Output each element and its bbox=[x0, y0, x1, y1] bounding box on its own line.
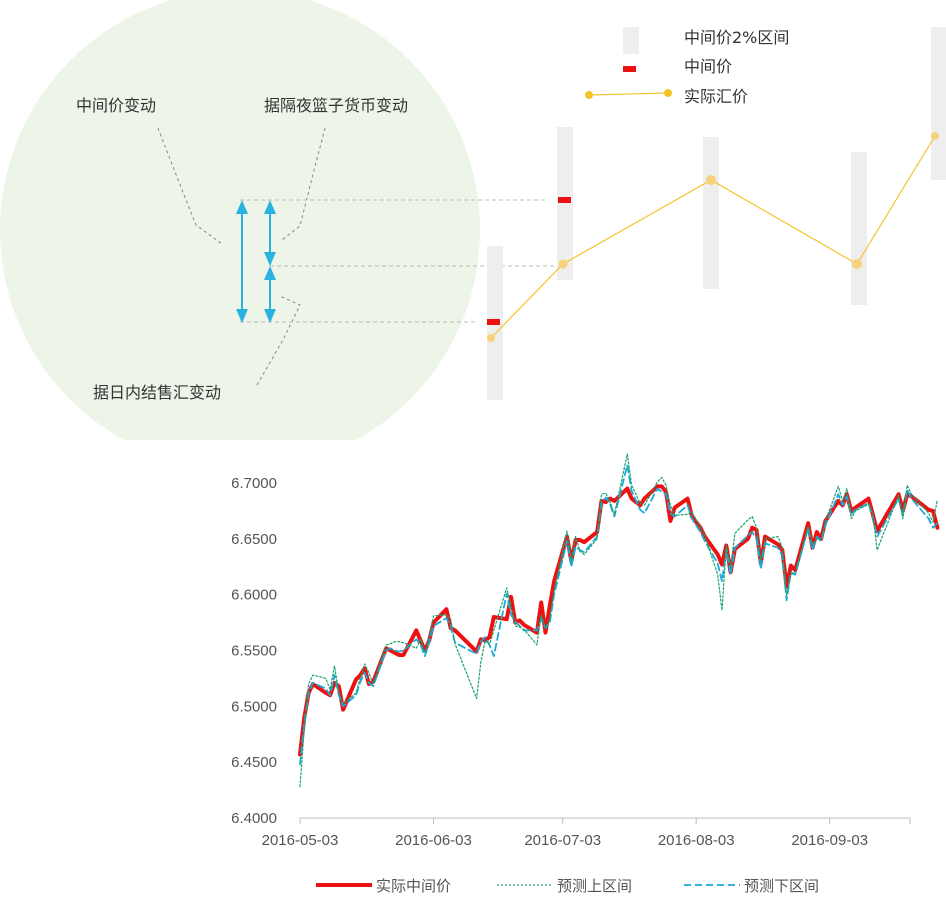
legend-actual-dot bbox=[585, 91, 593, 99]
actual-rate-point bbox=[931, 132, 939, 140]
legend-band-swatch bbox=[623, 27, 639, 54]
legend-mid-label: 中间价 bbox=[684, 57, 733, 76]
actual-rate-point bbox=[558, 259, 568, 269]
y-tick-label: 6.4000 bbox=[231, 810, 277, 827]
pointer-mid-change bbox=[157, 127, 223, 245]
basket-change-arrow bbox=[264, 200, 276, 266]
y-tick-label: 6.7000 bbox=[231, 475, 277, 492]
y-tick-label: 6.4500 bbox=[231, 754, 277, 771]
series-line-1 bbox=[299, 453, 939, 788]
actual-rate-point bbox=[487, 334, 495, 342]
y-tick-label: 6.6000 bbox=[231, 587, 277, 604]
y-tick-label: 6.5500 bbox=[231, 643, 277, 660]
legend-actual-label: 实际汇价 bbox=[684, 87, 749, 106]
series-line-2 bbox=[299, 464, 939, 766]
legend-actual-dot bbox=[664, 89, 672, 97]
x-tick-label: 2016-07-03 bbox=[524, 832, 601, 849]
label-basket-change: 据隔夜篮子货币变动 bbox=[264, 96, 409, 115]
label-intraday-change: 据日内结售汇变动 bbox=[93, 383, 222, 402]
legend-label-0: 实际中间价 bbox=[376, 877, 451, 895]
actual-rate-point bbox=[706, 175, 716, 185]
y-tick-label: 6.6500 bbox=[231, 531, 277, 548]
mid-marker bbox=[487, 319, 500, 325]
x-tick-label: 2016-08-03 bbox=[658, 832, 735, 849]
pointer-basket-change bbox=[281, 127, 326, 241]
band-bar bbox=[703, 137, 719, 289]
legend-label-2: 预测下区间 bbox=[744, 877, 819, 895]
band-bar bbox=[851, 152, 867, 305]
actual-rate-point bbox=[852, 259, 862, 269]
series-line-0 bbox=[298, 484, 940, 757]
x-tick-label: 2016-09-03 bbox=[791, 832, 868, 849]
y-tick-label: 6.5000 bbox=[231, 698, 277, 715]
line-chart: 6.7000 6.6500 6.6000 6.5500 6.5000 6.4500 6.40… bbox=[231, 453, 940, 895]
label-mid-change: 中间价变动 bbox=[76, 96, 157, 115]
highlight-circle bbox=[0, 0, 480, 440]
legend-band-label: 中间价2%区间 bbox=[684, 28, 790, 47]
band-bar bbox=[931, 27, 946, 180]
diagram-graphic bbox=[0, 0, 946, 440]
intraday-change-arrow bbox=[264, 266, 276, 323]
x-tick-label: 2016-06-03 bbox=[395, 832, 472, 849]
legend-mid-swatch bbox=[623, 66, 636, 72]
mid-marker bbox=[558, 197, 571, 203]
legend-label-1: 预测上区间 bbox=[557, 877, 632, 895]
x-tick-label: 2016-05-03 bbox=[262, 832, 339, 849]
band-bar bbox=[557, 127, 573, 280]
mid-change-arrow bbox=[236, 200, 248, 323]
legend-actual-swatch bbox=[588, 92, 669, 96]
